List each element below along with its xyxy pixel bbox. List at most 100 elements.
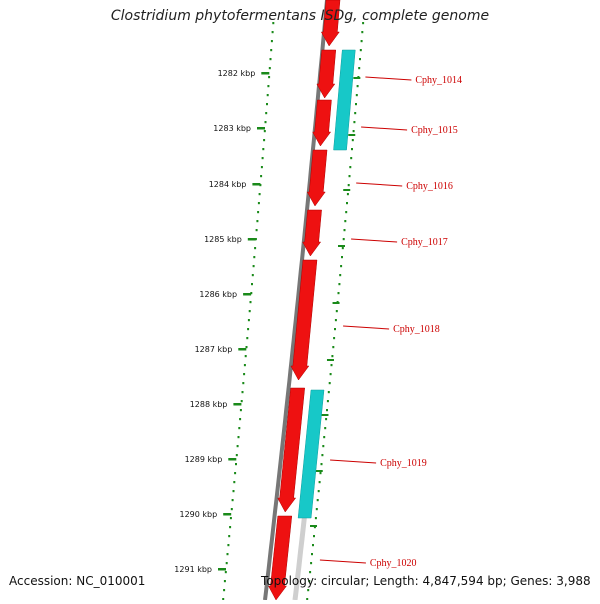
gene-label[interactable]: Cphy_1020 (370, 558, 417, 569)
ruler-dot (362, 22, 365, 25)
gene-arrow[interactable] (312, 99, 332, 147)
ruler-dot (319, 472, 322, 475)
ruler-dot (317, 490, 320, 493)
ruler-dot (227, 544, 230, 547)
ruler-dot (246, 337, 249, 340)
ruler-dot (268, 67, 271, 70)
ruler-dot (257, 202, 260, 205)
ruler-tick-label: 1289 kbp (185, 455, 223, 464)
ruler-dot (224, 571, 227, 574)
ruler-dot (270, 40, 273, 43)
gene-label[interactable]: Cphy_1017 (401, 237, 448, 248)
ruler-dot (243, 364, 246, 367)
ruler-dot (254, 247, 257, 250)
gene-label[interactable]: Cphy_1019 (380, 458, 427, 469)
ruler-tick (228, 458, 237, 461)
ruler-dot (240, 400, 243, 403)
ruler-dot (341, 256, 343, 259)
ruler-dot (326, 400, 329, 403)
ruler-dot (232, 490, 235, 493)
gene-arrow[interactable] (302, 209, 322, 257)
ruler-dash (315, 470, 323, 472)
ruler-dot (355, 103, 357, 106)
ruler-dot (252, 265, 255, 268)
ruler-dot (254, 238, 257, 241)
ruler-dot (361, 31, 364, 34)
gene-leader-line (361, 126, 408, 131)
ruler-dot (228, 535, 231, 538)
ruler-dot (314, 517, 317, 520)
ruler-dot (251, 283, 253, 286)
accession-label: Accession: NC_010001 (9, 574, 146, 588)
ruler-dot (324, 427, 327, 430)
ruler-dot (313, 535, 315, 538)
ruler-dot (225, 562, 228, 565)
ruler-dot (267, 85, 270, 88)
ruler-dot (329, 373, 332, 376)
ruler-dot (241, 391, 244, 394)
ruler-dot (332, 346, 335, 349)
reverse-gene-block[interactable] (297, 389, 325, 519)
ruler-dot (312, 544, 314, 547)
ruler-tick-label: 1285 kbp (204, 235, 242, 244)
ruler-tick (257, 127, 265, 130)
ruler-dot (266, 103, 268, 106)
ruler-dot (242, 382, 245, 385)
ruler-dash (321, 414, 329, 416)
ruler-dot (253, 256, 256, 259)
ruler-dot (245, 346, 248, 349)
ruler-dot (334, 328, 336, 331)
gene-label[interactable]: Cphy_1016 (406, 181, 453, 192)
ruler-dot (272, 22, 275, 25)
gene-arrow[interactable] (268, 515, 293, 601)
ruler-dot (341, 247, 344, 250)
gene-arrow[interactable] (316, 49, 337, 99)
ruler-dot (348, 175, 351, 178)
gene-leader-line (330, 459, 377, 464)
ruler-dot (315, 508, 318, 511)
ruler-dot (265, 112, 268, 115)
ruler-tick (233, 403, 242, 406)
gene-label[interactable]: Cphy_1014 (415, 75, 462, 86)
map-title: Clostridium phytofermentans ISDg, comple… (110, 8, 490, 24)
topology-label: Topology: circular; Length: 4,847,594 bp… (261, 574, 591, 588)
ruler-dot (322, 445, 325, 448)
ruler-dot (248, 310, 251, 313)
ruler-dot (260, 175, 263, 178)
ruler-dot (356, 85, 359, 88)
ruler-tick-label: 1284 kbp (209, 180, 247, 189)
ruler-dash (332, 302, 340, 304)
ruler-dot (325, 418, 328, 421)
ruler-tick-label: 1291 kbp (174, 565, 212, 574)
gene-arrow[interactable] (290, 259, 318, 381)
ruler-dot (229, 517, 232, 520)
reverse-gene-block[interactable] (333, 49, 356, 151)
ruler-dot (347, 184, 350, 187)
ruler-dot (258, 193, 261, 196)
ruler-dot (337, 292, 340, 295)
ruler-dot (239, 409, 242, 412)
gene-arrow[interactable] (320, 0, 341, 47)
ruler-dot (359, 58, 361, 61)
ruler-dot (321, 454, 324, 457)
ruler-dot (263, 139, 266, 142)
ruler-dash (337, 245, 345, 247)
ruler-tick-label: 1283 kbp (213, 124, 251, 133)
ruler-dot (268, 76, 271, 79)
ruler-dot (223, 580, 226, 583)
ruler-dot (351, 139, 354, 142)
ruler-dot (358, 67, 361, 70)
ruler-dot (255, 229, 258, 232)
ruler-dot (264, 121, 267, 124)
ruler-tick-label: 1290 kbp (179, 510, 217, 519)
ruler-dot (331, 355, 334, 358)
gene-label[interactable]: Cphy_1018 (393, 324, 440, 335)
gene-arrow[interactable] (306, 149, 328, 207)
ruler-dot (320, 463, 323, 466)
ruler-dot (339, 274, 342, 277)
gene-arrow[interactable] (277, 387, 305, 513)
ruler-dot (355, 94, 358, 97)
gene-label[interactable]: Cphy_1015 (411, 125, 458, 136)
ruler-dot (247, 328, 250, 331)
ruler-dot (333, 337, 336, 340)
